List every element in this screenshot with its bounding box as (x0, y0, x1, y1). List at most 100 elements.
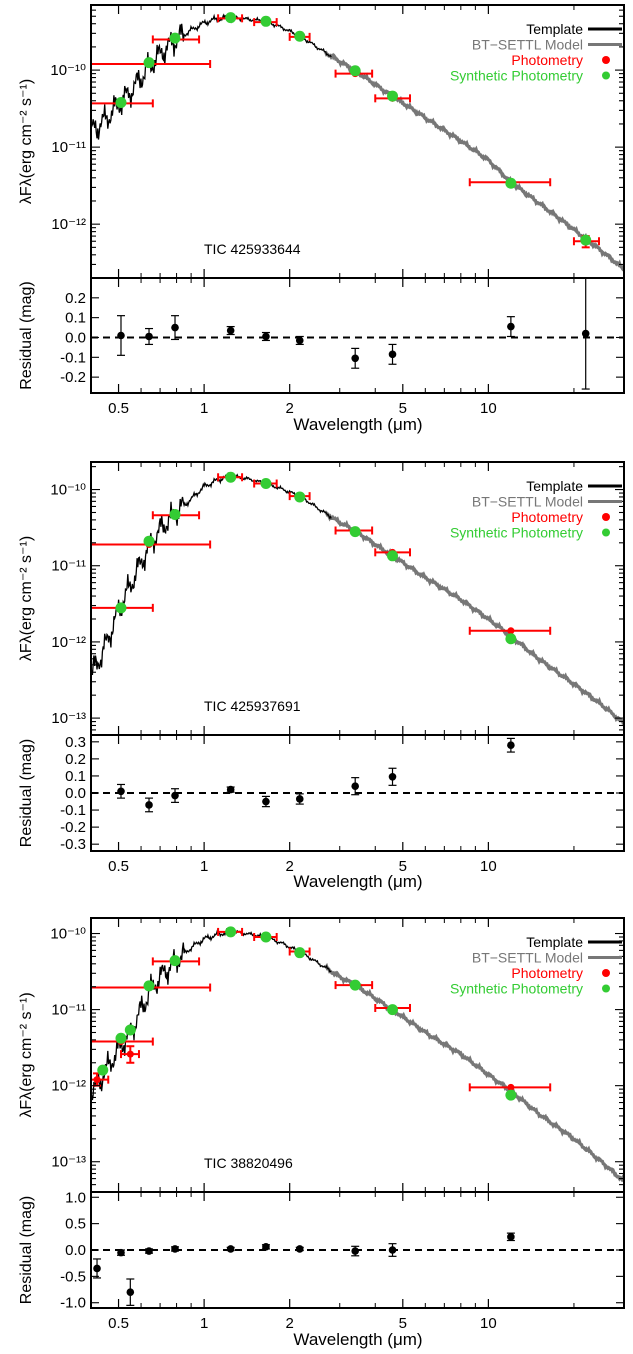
res-y-tick-label: -0.5 (60, 1268, 86, 1285)
x-tick-label: 1 (200, 1315, 208, 1332)
synthetic-photometry-point (97, 1064, 109, 1076)
residual-point (388, 1246, 397, 1254)
legend-label: BT−SETTL Model (472, 950, 583, 966)
legend-label: Template (526, 21, 583, 37)
photometry-point (507, 1083, 515, 1091)
photometry-group (91, 471, 552, 645)
synthetic-photometry-point (505, 177, 517, 189)
res-y-tick-label: -0.3 (60, 836, 86, 853)
x-tick-label: 5 (399, 400, 407, 417)
residual-point (93, 1264, 101, 1273)
x-tick-label: 0.5 (108, 400, 129, 417)
residual-point (117, 1248, 125, 1257)
legend-dot-swatch (602, 56, 610, 64)
residual-point (581, 329, 590, 338)
legend-label: Photometry (511, 52, 583, 68)
residual-point (351, 354, 359, 363)
synthetic-photometry-point (260, 478, 272, 490)
synthetic-photometry-point (260, 15, 272, 27)
synthetic-photometry-point (387, 1004, 399, 1016)
legend-label: Synthetic Photometry (450, 525, 583, 541)
synthetic-photometry-point (115, 96, 127, 108)
synthetic-photometry-point (225, 471, 237, 483)
x-axis-label: Wavelength (μm) (293, 415, 422, 434)
synthetic-photometry-point (143, 980, 155, 992)
x-tick-label: 1 (200, 400, 208, 417)
x-axis-label: Wavelength (μm) (293, 872, 422, 891)
spectrum-group (91, 472, 624, 726)
legend-dot-swatch (602, 71, 610, 80)
model-spectrum-line (324, 510, 624, 726)
template-spectrum-line (91, 927, 332, 1110)
photometry-group (91, 12, 600, 249)
x-tick-label: 0.5 (108, 1315, 129, 1332)
x-tick-label: 2 (286, 858, 294, 875)
x-tick-label: 2 (286, 1315, 294, 1332)
res-y-tick-label: 0.5 (65, 1216, 86, 1233)
synthetic-photometry-point (387, 90, 399, 102)
residual-point (262, 1243, 270, 1251)
sed-y-tick-label: 10⁻¹² (51, 1078, 86, 1095)
residual-point (262, 797, 270, 806)
synthetic-photometry-point (169, 955, 181, 967)
legend-label: Template (526, 478, 583, 494)
x-tick-label: 5 (399, 1315, 407, 1332)
residual-point (507, 322, 515, 331)
spectrum-group (91, 13, 624, 272)
x-tick-label: 5 (399, 858, 407, 875)
synthetic-photometry-point (505, 633, 517, 645)
synthetic-photometry-point (169, 32, 181, 44)
res-y-tick-label: -0.2 (60, 819, 86, 836)
res-y-tick-label: 0.2 (65, 751, 86, 768)
sed-y-tick-label: 10⁻¹² (51, 216, 86, 233)
res-y-tick-label: -0.1 (60, 349, 86, 366)
sed-y-tick-label: 10⁻¹³ (51, 710, 86, 727)
template-spectrum-line (91, 472, 332, 682)
sed-y-tick-label: 10⁻¹³ (51, 1154, 86, 1171)
x-tick-label: 10 (480, 400, 497, 417)
x-tick-label: 2 (286, 400, 294, 417)
residual-point (295, 795, 304, 803)
synthetic-photometry-point (169, 509, 181, 521)
residual-point (388, 350, 397, 359)
sed-y-tick-label: 10⁻¹¹ (51, 139, 86, 156)
synthetic-photometry-point (143, 535, 155, 547)
residual-point (351, 782, 359, 790)
residual-point (226, 326, 235, 335)
sed-y-tick-label: 10⁻¹¹ (51, 1002, 86, 1019)
synthetic-photometry-point (225, 12, 237, 24)
synthetic-photometry-point (294, 491, 306, 503)
res-y-tick-label: -0.2 (60, 369, 86, 386)
residual-point (126, 1288, 135, 1296)
synthetic-photometry-point (124, 1024, 136, 1036)
synthetic-photometry-point (349, 979, 361, 991)
residual-point (507, 741, 515, 750)
synthetic-photometry-point (143, 57, 155, 69)
res-y-tick-label: 0.0 (65, 785, 86, 802)
synthetic-photometry-point (115, 602, 127, 614)
res-y-tick-label: 1.0 (65, 1189, 86, 1206)
residual-group (91, 1232, 624, 1306)
photometry-point (93, 1076, 101, 1084)
residual-point (351, 1247, 359, 1255)
residual-point (117, 787, 125, 796)
residual-point (145, 332, 153, 341)
photometry-point (126, 1050, 134, 1058)
legend-dot-swatch (602, 528, 610, 537)
residual-group (91, 737, 624, 813)
legend-label: BT−SETTL Model (472, 37, 583, 53)
residual-point (388, 772, 397, 781)
res-y-tick-label: -0.1 (60, 802, 86, 819)
sed-y-axis-label: λFλ(erg cm⁻² s⁻¹) (18, 992, 35, 1117)
model-spectrum-line (323, 50, 624, 272)
synthetic-photometry-point (349, 526, 361, 538)
res-y-tick-label: 0.1 (65, 768, 86, 785)
residual-point (171, 1245, 179, 1253)
legend-dot-swatch (602, 969, 610, 977)
synthetic-photometry-point (294, 30, 306, 42)
sed-y-tick-label: 10⁻¹⁰ (50, 482, 86, 499)
synthetic-photometry-point (294, 947, 306, 959)
sed-y-axis-label: λFλ(erg cm⁻² s⁻¹) (18, 79, 35, 204)
synthetic-photometry-point (505, 1089, 517, 1101)
legend-label: Template (526, 934, 583, 950)
